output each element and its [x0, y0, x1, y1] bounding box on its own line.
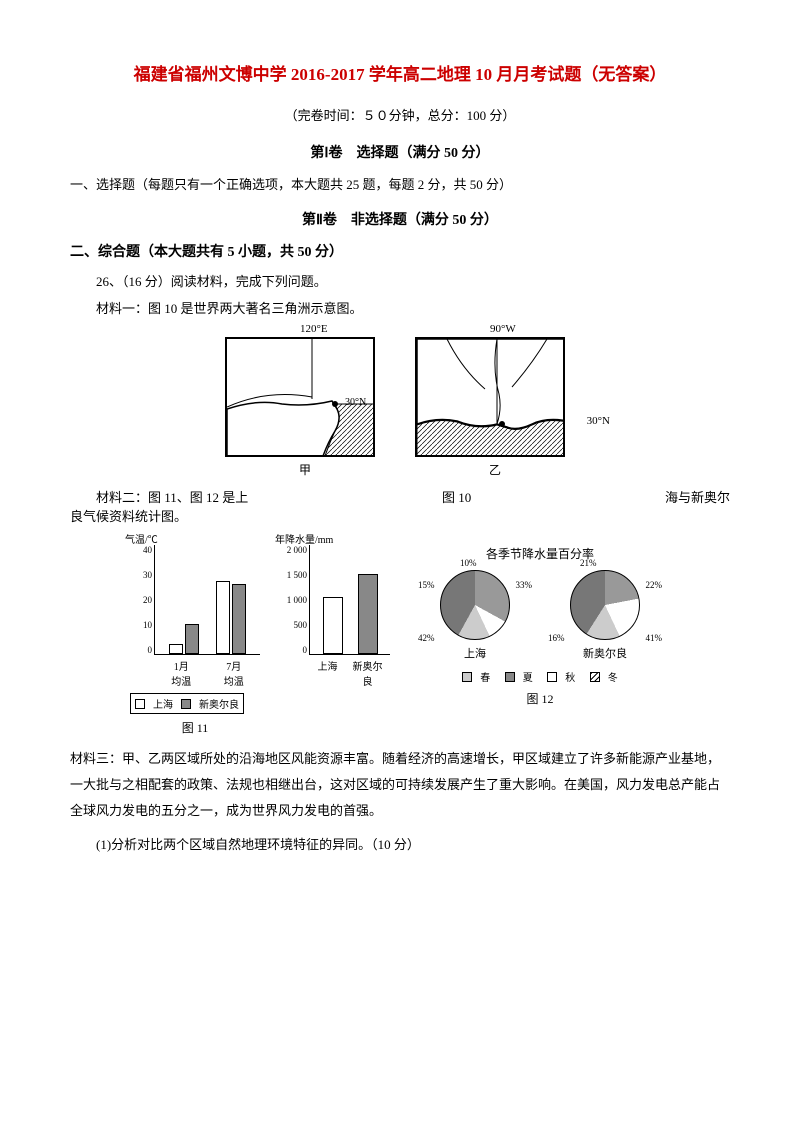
pie-shanghai: 10% 15% 33% 42% 上海	[440, 570, 510, 661]
map-jia: 120°E 30°N 甲	[225, 337, 385, 482]
figures-11-12: 气温/℃ 0 10 20 30 40 1月均温 7月均温 上海 新奥尔良 图	[70, 545, 730, 736]
figure-10: 120°E 30°N 甲 90°W	[70, 337, 730, 482]
x-jan: 1月均温	[171, 658, 191, 688]
x-sh: 上海	[318, 658, 338, 688]
material-2: 材料二：图 11、图 12 是上 图 10 海与新奥尔	[70, 487, 730, 506]
precip-y-title: 年降水量/mm	[275, 531, 333, 546]
map-yi-label: 乙	[415, 461, 575, 478]
pie-no-label: 新奥尔良	[570, 645, 640, 661]
map-jia-label: 甲	[225, 461, 385, 478]
section-2-header: 第Ⅱ卷 非选择题（满分 50 分）	[70, 209, 730, 229]
section-1-header: 第Ⅰ卷 选择题（满分 50 分）	[70, 142, 730, 162]
material-3: 材料三：甲、乙两区域所处的沿海地区风能资源丰富。随着经济的高速增长，甲区域建立了…	[70, 746, 730, 824]
temp-chart: 气温/℃ 0 10 20 30 40 1月均温 7月均温 上海 新奥尔良 图	[130, 545, 260, 736]
pie-neworleans: 21% 22% 16% 41% 新奥尔良	[570, 570, 640, 661]
material-2-left: 材料二：图 11、图 12 是上	[70, 487, 248, 506]
pie-title: 各季节降水量百分率	[410, 545, 670, 562]
material-1: 材料一：图 10 是世界两大著名三角洲示意图。	[70, 298, 730, 317]
page-title: 福建省福州文博中学 2016-2017 学年高二地理 10 月月考试题（无答案）	[70, 60, 730, 85]
map-yi: 90°W 30°N 乙	[415, 337, 575, 482]
season-legend: 春 夏 秋 冬	[410, 669, 670, 685]
lat-label-jia: 30°N	[345, 397, 366, 408]
temp-y-title: 气温/℃	[125, 531, 158, 546]
section-1-intro: 一、选择题（每题只有一个正确选项，本大题共 25 题，每题 2 分，共 50 分…	[70, 174, 730, 193]
map-yi-svg	[417, 339, 565, 457]
fig11-caption: 图 11	[130, 719, 260, 736]
exam-meta: （完卷时间：５０分钟，总分：100 分）	[70, 105, 730, 124]
section-2-intro: 二、综合题（本大题共有 5 小题，共 50 分）	[70, 241, 730, 261]
fig12-caption: 图 12	[410, 690, 670, 707]
material-2-right: 海与新奥尔	[665, 487, 730, 506]
sub-question-1: (1)分析对比两个区域自然地理环境特征的异同。（10 分）	[70, 834, 730, 853]
pie-charts: 各季节降水量百分率 10% 15% 33% 42% 上海 21% 22% 16%…	[410, 545, 670, 707]
lon-label-jia: 120°E	[300, 323, 328, 335]
x-jul: 7月均温	[224, 658, 244, 688]
material-2-line2: 良气候资料统计图。	[70, 506, 730, 525]
x-no: 新奥尔良	[353, 658, 383, 688]
pie-sh-label: 上海	[440, 645, 510, 661]
lon-label-yi: 90°W	[490, 323, 516, 335]
q26: 26、（16 分）阅读材料，完成下列问题。	[70, 271, 730, 290]
temp-legend: 上海 新奥尔良	[130, 693, 244, 714]
lat-label-yi: 30°N	[587, 415, 610, 427]
precip-chart: 年降水量/mm 0 500 1 000 1 500 2 000 上海 新奥尔良	[280, 545, 390, 688]
map-jia-svg: 30°N	[227, 339, 375, 457]
fig10-caption: 图 10	[248, 487, 665, 506]
